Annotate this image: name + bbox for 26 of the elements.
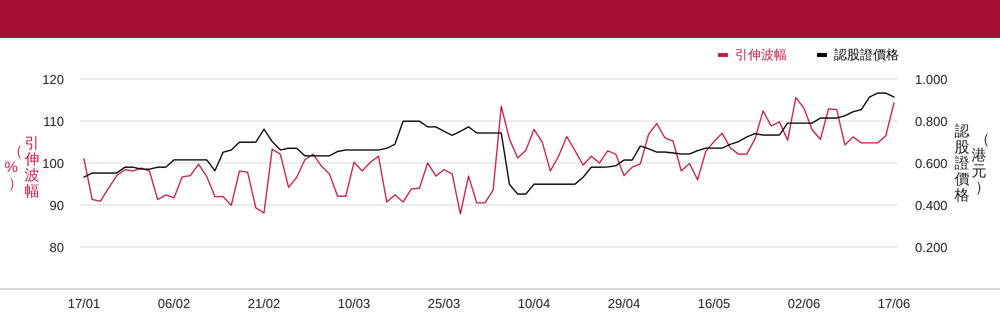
- x-tick-label: 06/02: [158, 296, 190, 311]
- legend-label: 認股證價格: [834, 47, 899, 62]
- legend-label: 引伸波幅: [735, 47, 787, 62]
- x-tick-label: 17/06: [878, 296, 910, 311]
- x-tick-label: 21/02: [248, 296, 280, 311]
- y2-tick-label: 0.400: [915, 198, 948, 213]
- line-series: [83, 96, 895, 214]
- y-tick-label: 110: [43, 114, 64, 129]
- y-tick-label: 120: [42, 72, 64, 87]
- x-tick-label: 16/05: [698, 296, 730, 311]
- y2-tick-label: 0.200: [915, 240, 948, 255]
- y2-axis-title: 認股證價格（港元）: [954, 123, 990, 204]
- y2-tick-label: 1.000: [915, 72, 948, 87]
- x-tick-label: 17/01: [68, 296, 100, 311]
- y-axis-title: 引伸波幅（%）: [4, 135, 40, 200]
- y2-tick-label: 0.800: [915, 114, 948, 129]
- y2-tick-label: 0.600: [915, 156, 948, 171]
- x-tick-label: 02/06: [788, 296, 820, 311]
- y-tick-label: 90: [50, 198, 64, 213]
- y-tick-label: 80: [50, 240, 64, 255]
- x-tick-label: 29/04: [608, 296, 640, 311]
- x-tick-label: 10/03: [338, 296, 370, 311]
- x-tick-label: 25/03: [428, 296, 460, 311]
- line-series: [83, 92, 895, 195]
- y-tick-label: 100: [42, 156, 64, 171]
- x-tick-label: 10/04: [518, 296, 550, 311]
